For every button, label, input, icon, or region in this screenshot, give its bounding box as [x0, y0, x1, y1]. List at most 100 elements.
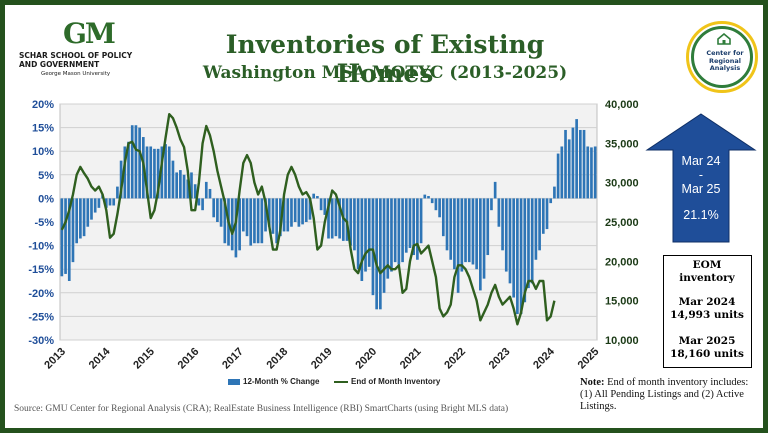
bar	[567, 139, 571, 199]
bar	[134, 125, 138, 199]
bar	[367, 198, 371, 267]
x-tick-label: 2021	[398, 346, 424, 372]
bar	[86, 198, 90, 227]
bar	[153, 148, 156, 199]
cra-logo-line3: Analysis	[709, 64, 741, 72]
bar	[90, 198, 93, 220]
x-tick-label: 2019	[309, 346, 335, 372]
bar	[275, 198, 278, 244]
bar	[375, 198, 378, 310]
bar	[319, 198, 323, 211]
bar	[145, 146, 149, 199]
bar	[360, 198, 364, 281]
y-left-tick-label: 10%	[32, 146, 54, 158]
bar	[460, 198, 464, 272]
y-left-tick-label: 5%	[38, 170, 54, 182]
bar	[504, 198, 508, 272]
bar	[230, 198, 234, 251]
bar	[445, 198, 449, 251]
bar	[408, 198, 412, 248]
bar	[290, 198, 293, 227]
source-credit: Source: GMU Center for Regional Analysis…	[14, 404, 509, 414]
y-right-tick-label: 15,000	[605, 296, 639, 308]
bar	[493, 181, 497, 199]
bar	[586, 146, 590, 199]
chart-subtitle: Washington MSA MOTYC (2013-2025)	[202, 63, 568, 83]
bar	[486, 198, 490, 256]
bar	[190, 172, 193, 199]
bar	[208, 188, 212, 199]
bar	[560, 146, 564, 199]
eom-a-label: Mar 2024	[678, 296, 736, 308]
y-right-tick-label: 25,000	[605, 217, 639, 229]
bar	[123, 146, 127, 199]
bar	[490, 198, 493, 211]
bar	[241, 198, 245, 232]
bar	[234, 198, 238, 258]
bar	[67, 198, 71, 281]
bar	[308, 198, 312, 220]
bar	[97, 198, 101, 208]
bar	[316, 196, 319, 199]
bar	[467, 198, 471, 263]
eom-heading-2: inventory	[679, 272, 735, 284]
bar	[260, 198, 264, 244]
bar	[382, 198, 386, 293]
bar	[304, 198, 308, 222]
bar	[590, 147, 593, 199]
bar	[256, 198, 260, 244]
y-right-tick-label: 40,000	[605, 99, 639, 111]
bar	[108, 198, 112, 206]
university-name: George Mason University	[41, 71, 111, 77]
bar	[482, 198, 486, 279]
bar	[219, 198, 223, 227]
bar	[530, 198, 534, 284]
bar	[127, 141, 130, 199]
y-left-tick-label: -10%	[28, 241, 54, 253]
bar	[82, 198, 86, 237]
bar	[245, 198, 249, 237]
bar	[416, 198, 419, 260]
bar	[334, 198, 338, 237]
bar	[60, 198, 64, 277]
bar	[523, 198, 527, 303]
bar	[553, 186, 556, 199]
y-left-tick-label: 0%	[38, 193, 54, 205]
x-tick-label: 2015	[131, 346, 157, 372]
x-tick-label: 2018	[265, 346, 291, 372]
bar	[212, 198, 216, 218]
bar	[160, 146, 164, 199]
bar	[264, 198, 267, 232]
bar	[527, 198, 530, 289]
bar	[112, 198, 116, 206]
bar	[364, 198, 367, 272]
house-icon	[717, 33, 731, 45]
arrow-period-dash: -	[698, 168, 704, 182]
x-tick-label: 2022	[442, 346, 468, 372]
bar	[453, 198, 456, 270]
bar	[349, 198, 353, 246]
bar	[249, 198, 253, 246]
bar	[579, 129, 582, 199]
x-tick-label: 2020	[353, 346, 379, 372]
cra-logo-line2: Regional	[708, 56, 741, 65]
bar	[386, 198, 390, 279]
bar	[193, 184, 197, 199]
bar	[286, 198, 290, 232]
y-right-tick-label: 20,000	[605, 256, 639, 268]
y-left-tick-label: -5%	[34, 217, 54, 229]
bar	[167, 146, 171, 199]
bar	[138, 127, 141, 199]
bar	[508, 198, 512, 284]
legend-item-line: End of Month Inventory	[334, 377, 440, 386]
bar	[164, 144, 167, 199]
bar	[401, 198, 404, 263]
bar	[301, 198, 304, 225]
bar	[534, 198, 538, 260]
x-tick-label: 2025	[576, 346, 602, 372]
arrow-period-end: Mar 25	[681, 182, 721, 196]
x-tick-label: 2023	[487, 346, 513, 372]
bar	[516, 198, 519, 315]
legend-swatch-bar	[228, 378, 240, 385]
